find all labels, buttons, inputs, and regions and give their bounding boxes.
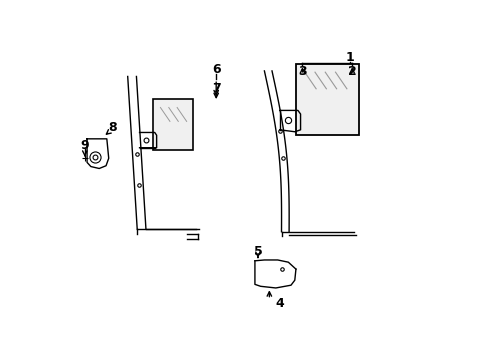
Text: 6: 6 bbox=[212, 63, 220, 76]
Text: 9: 9 bbox=[80, 139, 89, 152]
FancyBboxPatch shape bbox=[153, 99, 193, 150]
Text: 7: 7 bbox=[212, 82, 220, 95]
FancyBboxPatch shape bbox=[295, 64, 359, 135]
Text: 8: 8 bbox=[108, 121, 117, 134]
Text: 3: 3 bbox=[298, 65, 307, 78]
Text: 1: 1 bbox=[345, 51, 354, 64]
Text: 5: 5 bbox=[254, 244, 262, 258]
Text: 2: 2 bbox=[348, 65, 357, 78]
Text: 4: 4 bbox=[275, 297, 284, 310]
